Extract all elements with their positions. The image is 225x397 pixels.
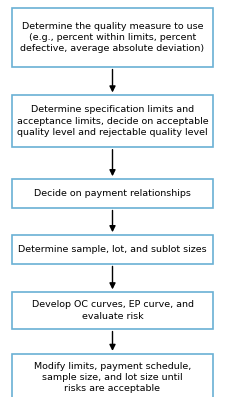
Text: Determine the quality measure to use
(e.g., percent within limits, percent
defec: Determine the quality measure to use (e.…: [20, 22, 205, 53]
FancyBboxPatch shape: [12, 8, 213, 67]
FancyBboxPatch shape: [12, 292, 213, 329]
FancyBboxPatch shape: [12, 95, 213, 147]
Text: Determine sample, lot, and sublot sizes: Determine sample, lot, and sublot sizes: [18, 245, 207, 254]
Text: Develop OC curves, EP curve, and
evaluate risk: Develop OC curves, EP curve, and evaluat…: [32, 301, 194, 320]
FancyBboxPatch shape: [12, 179, 213, 208]
FancyBboxPatch shape: [12, 235, 213, 264]
Text: Decide on payment relationships: Decide on payment relationships: [34, 189, 191, 198]
Text: Modify limits, payment schedule,
sample size, and lot size until
risks are accep: Modify limits, payment schedule, sample …: [34, 362, 191, 393]
FancyBboxPatch shape: [12, 354, 213, 397]
Text: Determine specification limits and
acceptance limits, decide on acceptable
quali: Determine specification limits and accep…: [17, 106, 208, 137]
